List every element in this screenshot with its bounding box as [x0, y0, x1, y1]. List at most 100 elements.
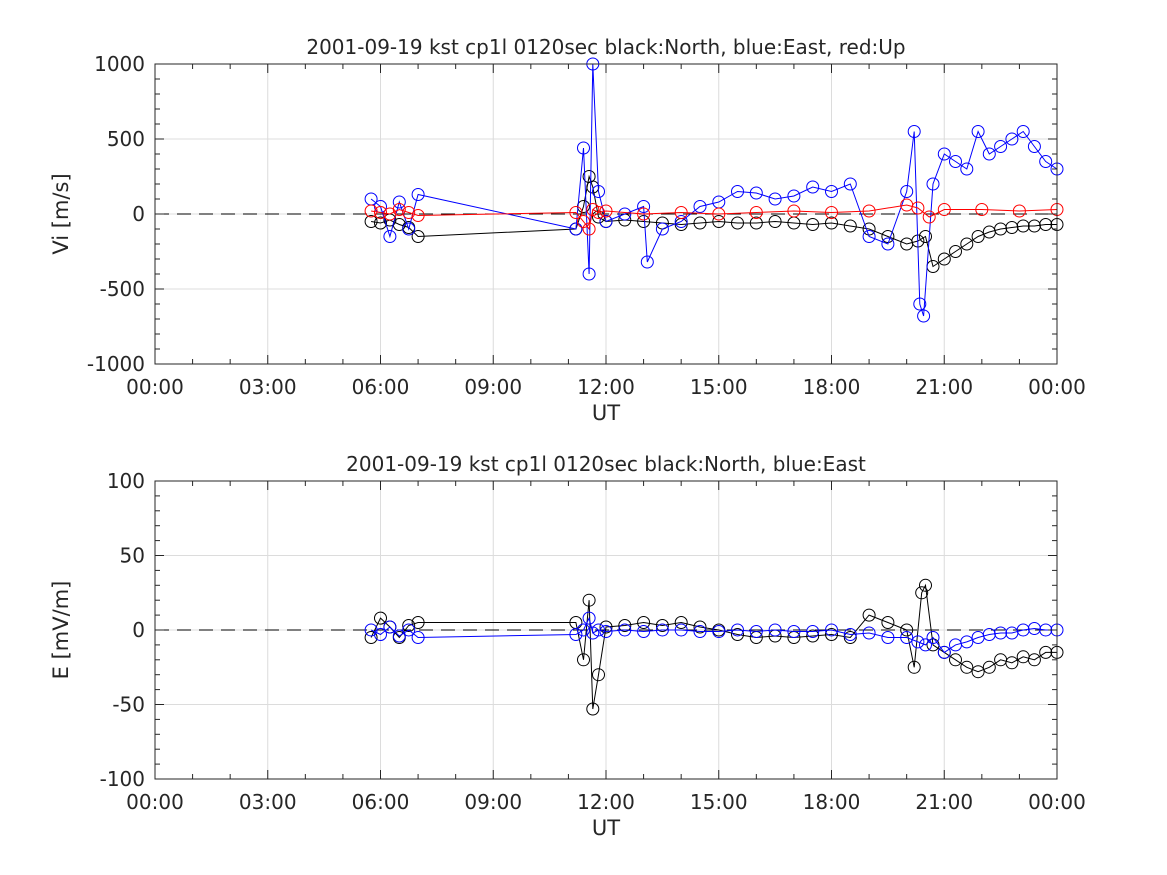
- field-point-north: [674, 616, 688, 629]
- field-point-north: [862, 608, 876, 622]
- field-x-tick-label: 18:00: [803, 790, 861, 814]
- field-point-north: [907, 660, 921, 674]
- field-point-east: [592, 623, 605, 637]
- field-data-marks: [364, 578, 1064, 716]
- velocity-point-up: [411, 209, 425, 222]
- field-point-north: [915, 586, 929, 600]
- field-point-north: [731, 628, 744, 641]
- velocity-point-east: [569, 222, 583, 236]
- field-x-tick-label: 00:00: [126, 790, 184, 814]
- field-y-tick-label: -50: [112, 693, 145, 717]
- velocity-point-up: [1012, 204, 1026, 218]
- field-point-north: [637, 616, 651, 629]
- field-point-east: [402, 623, 416, 637]
- field-point-east: [1016, 623, 1030, 637]
- field-point-east: [806, 625, 820, 638]
- velocity-point-east: [768, 192, 782, 206]
- velocity-point-north: [806, 218, 820, 231]
- velocity-point-east: [411, 188, 425, 201]
- velocity-point-east: [806, 180, 820, 194]
- field-point-east: [881, 631, 895, 644]
- velocity-point-east: [577, 141, 590, 155]
- field-point-north: [693, 620, 707, 634]
- velocity-point-east: [960, 162, 974, 176]
- field-point-east: [900, 631, 914, 644]
- field-y-tick-label: 50: [120, 544, 145, 568]
- velocity-point-north: [712, 215, 726, 228]
- velocity-point-east: [862, 230, 876, 243]
- velocity-point-up: [599, 204, 613, 218]
- field-point-east: [843, 628, 857, 641]
- velocity-point-up: [749, 206, 763, 219]
- velocity-point-east: [843, 177, 857, 191]
- velocity-y-tick-label: -1000: [87, 352, 145, 376]
- field-ticks: [154, 480, 1058, 780]
- field-point-east: [911, 635, 925, 649]
- velocity-point-up: [592, 206, 605, 219]
- field-panel: 00:00 03:00 06:00 09:00 12:00 15:00 18:00 21:00…: [49, 452, 1086, 840]
- velocity-point-east: [1016, 125, 1030, 138]
- velocity-point-north: [1005, 221, 1019, 234]
- velocity-point-north: [1016, 219, 1030, 233]
- field-y-axis-label: E [mV/m]: [49, 581, 73, 680]
- velocity-point-up: [922, 210, 936, 224]
- velocity-point-up: [402, 206, 416, 219]
- velocity-point-north: [1027, 219, 1041, 233]
- velocity-x-tick-label: 03:00: [239, 375, 297, 399]
- field-point-east: [655, 623, 669, 637]
- field-point-north: [582, 593, 596, 607]
- velocity-point-up: [712, 207, 726, 221]
- field-point-north: [364, 631, 378, 644]
- field-point-east: [577, 623, 590, 637]
- velocity-point-up: [975, 203, 989, 216]
- field-series-line-east: [370, 616, 1057, 654]
- velocity-point-north: [1039, 218, 1053, 231]
- velocity-point-east: [731, 185, 744, 198]
- velocity-point-east: [592, 185, 605, 198]
- velocity-point-east: [787, 189, 801, 203]
- field-point-east: [768, 623, 782, 637]
- velocity-x-tick-label: 21:00: [915, 375, 973, 399]
- field-x-tick-label: 15:00: [690, 790, 748, 814]
- velocity-point-east: [655, 222, 669, 236]
- field-point-north: [982, 660, 996, 674]
- velocity-point-east: [599, 215, 613, 228]
- velocity-point-east: [994, 140, 1008, 153]
- field-point-east: [787, 625, 801, 638]
- velocity-point-north: [749, 216, 763, 230]
- field-point-east: [392, 629, 406, 643]
- field-point-north: [900, 623, 914, 637]
- field-point-north: [1005, 656, 1019, 670]
- field-y-tick-label: 0: [132, 618, 145, 642]
- velocity-point-north: [693, 216, 707, 230]
- velocity-point-north: [825, 216, 838, 230]
- velocity-y-tick-label: 0: [132, 202, 145, 226]
- velocity-point-up: [674, 206, 688, 219]
- field-y-tick-labels: -100 -50 0 50 100: [100, 469, 145, 791]
- field-x-tick-label: 12:00: [577, 790, 635, 814]
- field-point-north: [843, 631, 857, 644]
- velocity-point-up: [364, 204, 378, 218]
- field-point-east: [569, 628, 583, 641]
- velocity-series-line-east: [370, 63, 1058, 317]
- velocity-point-up: [637, 207, 651, 221]
- velocity-point-east: [749, 186, 763, 200]
- field-point-east: [937, 645, 951, 659]
- velocity-point-east: [982, 147, 996, 161]
- velocity-point-up: [937, 203, 951, 216]
- field-point-east: [693, 625, 707, 638]
- field-point-north: [655, 619, 669, 632]
- velocity-point-east: [900, 185, 914, 198]
- field-point-east: [674, 623, 688, 637]
- velocity-x-tick-labels: 00:00 03:00 06:00 09:00 12:00 15:00 18:00 21:00…: [126, 375, 1086, 399]
- velocity-point-up: [374, 206, 387, 219]
- velocity-point-up: [911, 201, 925, 215]
- velocity-x-tick-label: 18:00: [803, 375, 861, 399]
- field-point-east: [1027, 622, 1041, 635]
- velocity-point-east: [674, 215, 688, 228]
- field-point-east: [825, 623, 838, 637]
- field-point-east: [374, 628, 387, 641]
- velocity-point-east: [926, 177, 940, 191]
- field-point-north: [402, 619, 416, 632]
